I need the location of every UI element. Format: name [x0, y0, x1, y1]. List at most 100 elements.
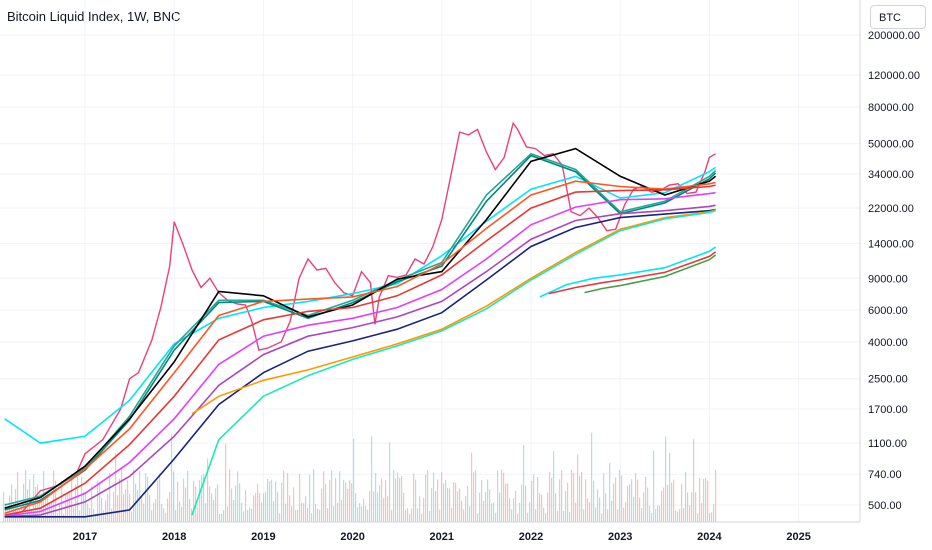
volume-bar: [309, 474, 311, 522]
volume-bar: [215, 488, 217, 522]
y-axis[interactable]: 200000.00 120000.00 80000.00 50000.00 34000.…: [868, 30, 920, 512]
volume-bar: [589, 502, 591, 522]
volume-bar: [697, 513, 699, 522]
volume-bar: [265, 491, 267, 522]
volume-bar: [223, 510, 225, 522]
y-tick-label: 14000.00: [868, 239, 914, 251]
volume-bar: [627, 485, 629, 522]
volume-bar: [259, 493, 261, 522]
volume-bar: [663, 487, 665, 522]
volume-bar: [59, 504, 61, 522]
volume-bar: [577, 454, 579, 522]
volume-bar: [471, 452, 473, 522]
volume-bar: [539, 493, 541, 522]
volume-bar: [465, 495, 467, 522]
volume-bar: [365, 506, 367, 522]
volume-bar: [123, 494, 125, 522]
volume-bar: [511, 509, 513, 522]
volume-bar: [551, 477, 553, 522]
y-tick-label: 500.00: [868, 500, 902, 512]
volume-bar: [625, 502, 627, 522]
volume-bar: [325, 484, 327, 522]
moving-average-line: [4, 154, 717, 511]
volume-bar: [169, 491, 171, 522]
volume-bar: [645, 476, 647, 522]
volume-bar: [631, 479, 633, 522]
volume-bar: [341, 499, 343, 522]
volume-bar: [209, 486, 211, 522]
volume-bar: [367, 509, 369, 522]
volume-bar: [111, 508, 113, 522]
volume-bar: [591, 432, 593, 522]
moving-average-line: [539, 246, 717, 298]
volume-bar: [473, 472, 475, 522]
volume-bar: [245, 490, 247, 522]
volume-bar: [595, 507, 597, 522]
volume-bar: [141, 496, 143, 522]
volume-bar: [125, 489, 127, 522]
volume-bar: [103, 510, 105, 522]
volume-bar: [441, 472, 443, 522]
volume-bars: [3, 432, 717, 522]
y-tick-label: 200000.00: [868, 30, 920, 42]
symbol-search-box[interactable]: BTC: [870, 5, 926, 29]
volume-bar: [261, 502, 263, 522]
volume-bar: [705, 477, 707, 522]
volume-bar: [467, 485, 469, 522]
volume-bar: [547, 492, 549, 522]
volume-bar: [497, 470, 499, 522]
volume-bar: [481, 479, 483, 522]
x-axis[interactable]: 2017 2018 2019 2020 2021 2022 2023 2024 2025: [73, 531, 811, 543]
volume-bar: [493, 502, 495, 522]
volume-bar: [207, 458, 209, 522]
volume-bar: [477, 513, 479, 522]
volume-bar: [429, 510, 431, 522]
y-tick-label: 80000.00: [868, 102, 914, 114]
volume-bar: [323, 471, 325, 522]
volume-bar: [85, 492, 87, 522]
volume-bar: [565, 491, 567, 522]
volume-bar: [163, 508, 165, 522]
y-tick-label: 34000.00: [868, 169, 914, 181]
volume-bar: [165, 512, 167, 522]
volume-bar: [355, 492, 357, 522]
volume-bar: [435, 491, 437, 522]
volume-bar: [685, 472, 687, 522]
volume-bar: [673, 479, 675, 522]
volume-bar: [703, 479, 705, 522]
volume-bar: [689, 505, 691, 522]
volume-bar: [335, 478, 337, 522]
volume-bar: [483, 500, 485, 522]
chart-title: Bitcoin Liquid Index, 1W, BNC: [7, 9, 181, 24]
volume-bar: [193, 480, 195, 522]
volume-bar: [659, 505, 661, 522]
volume-bar: [379, 485, 381, 522]
volume-bar: [185, 487, 187, 522]
volume-bar: [187, 470, 189, 522]
volume-bar: [139, 470, 141, 522]
volume-bar: [579, 475, 581, 522]
volume-bar: [137, 490, 139, 522]
volume-bar: [145, 473, 147, 522]
volume-bar: [143, 503, 145, 522]
x-tick-label: 2023: [608, 531, 632, 543]
volume-bar: [97, 480, 99, 522]
volume-bar: [181, 506, 183, 522]
volume-bar: [153, 502, 155, 522]
volume-bar: [549, 471, 551, 522]
volume-bar: [593, 480, 595, 522]
volume-bar: [317, 508, 319, 522]
volume-bar: [569, 511, 571, 522]
volume-bar: [601, 513, 603, 522]
volume-bar: [629, 484, 631, 522]
volume-bar: [607, 509, 609, 522]
volume-bar: [177, 481, 179, 522]
volume-bar: [273, 501, 275, 522]
volume-bar: [313, 469, 315, 522]
volume-bar: [175, 510, 177, 522]
moving-average-line: [548, 251, 717, 295]
volume-bar: [287, 473, 289, 522]
volume-bar: [707, 480, 709, 522]
volume-bar: [503, 472, 505, 522]
